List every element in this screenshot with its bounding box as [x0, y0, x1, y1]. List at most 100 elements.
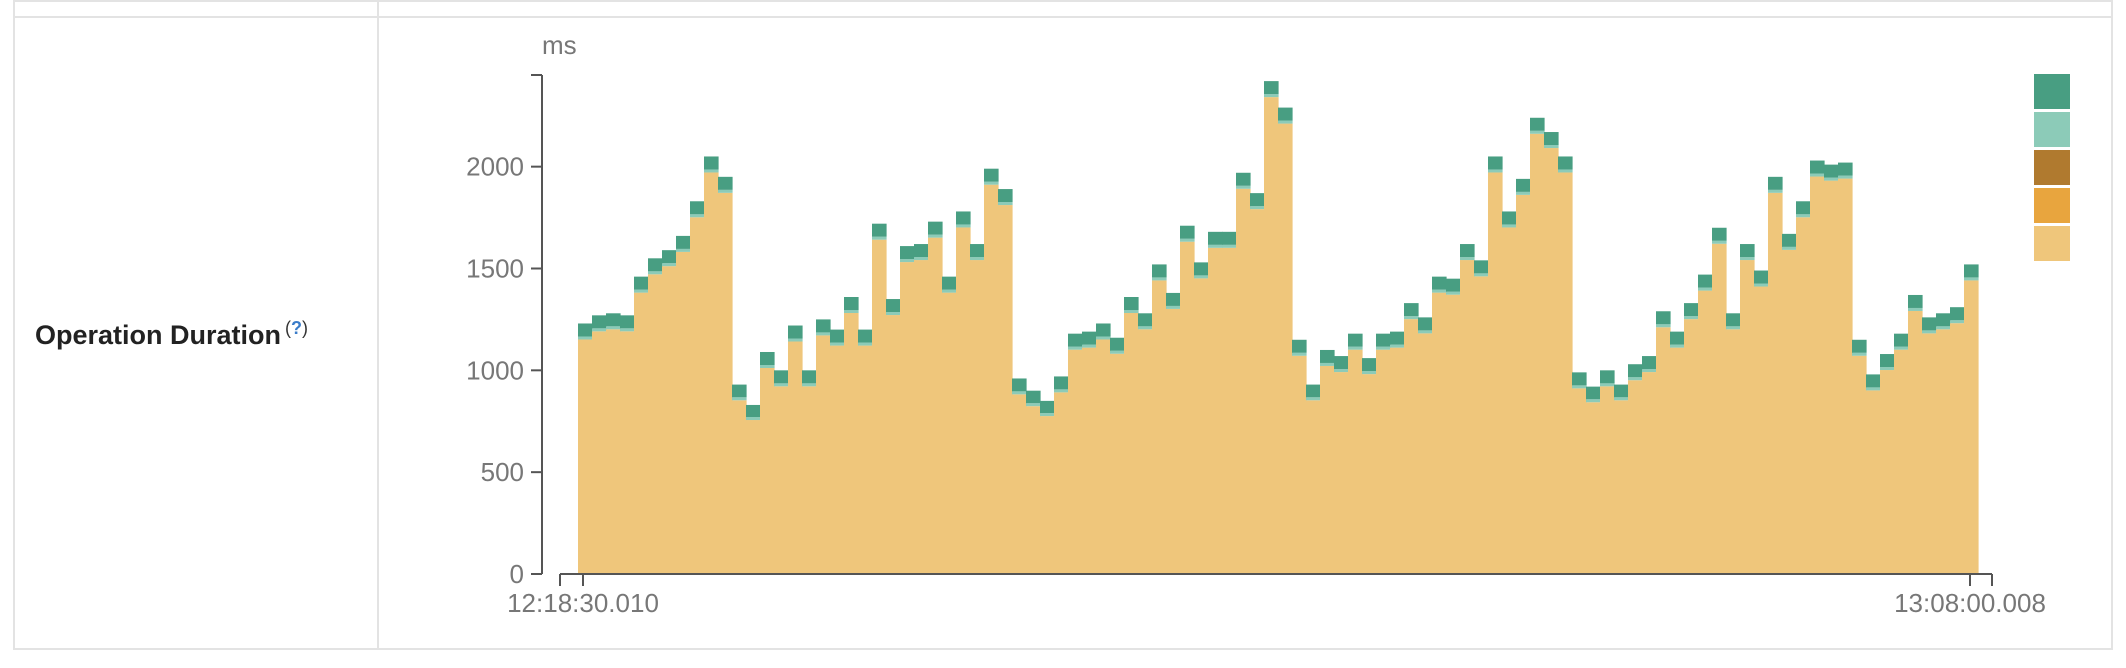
bar-top	[774, 370, 789, 384]
bar-mid	[1348, 346, 1363, 350]
bar-base	[816, 335, 831, 574]
bar-base	[1306, 400, 1321, 574]
bar-mid	[1936, 326, 1951, 330]
bar-mid	[1586, 399, 1601, 403]
bar-base	[1894, 349, 1909, 574]
bar-top	[1880, 354, 1895, 368]
bar-top	[648, 258, 663, 272]
bar-top	[1054, 376, 1069, 390]
bar-base	[1208, 247, 1223, 575]
bar-top	[1768, 176, 1783, 190]
bar-base	[1250, 209, 1265, 574]
bar-top	[1474, 260, 1489, 274]
bar-base	[1852, 355, 1867, 574]
bar-mid	[1222, 244, 1237, 248]
bar-base	[1334, 372, 1349, 574]
bar-base	[1278, 123, 1293, 574]
bar-top	[984, 168, 999, 182]
bar-mid	[620, 328, 635, 332]
top-row-edge	[15, 2, 2111, 18]
bar-mid	[592, 328, 607, 332]
bar-top	[1418, 317, 1433, 331]
bar-top	[578, 323, 593, 337]
bar-mid	[1082, 344, 1097, 348]
bar-base	[914, 260, 929, 574]
bar-top	[1964, 264, 1979, 278]
bar-top	[1796, 201, 1811, 215]
bar-mid	[1488, 169, 1503, 173]
y-tick-label: 1500	[466, 253, 524, 283]
bar-top	[634, 276, 649, 290]
bar-base	[1908, 310, 1923, 574]
bar-mid	[606, 326, 621, 330]
bar-mid	[1334, 369, 1349, 373]
bar-top	[690, 201, 705, 215]
bar-mid	[1292, 352, 1307, 356]
bar-mid	[1768, 189, 1783, 193]
bar-top	[1600, 370, 1615, 384]
bar-top	[1082, 331, 1097, 345]
bar-base	[1082, 347, 1097, 574]
bar-mid	[1054, 389, 1069, 393]
bar-mid	[1950, 320, 1965, 324]
bar-top	[1152, 264, 1167, 278]
bar-base	[1194, 278, 1209, 574]
bar-mid	[1852, 352, 1867, 356]
bar-base	[1012, 394, 1027, 574]
bar-top	[1852, 339, 1867, 353]
bar-base	[1796, 217, 1811, 574]
bar-mid	[1740, 257, 1755, 261]
bar-mid	[1838, 175, 1853, 179]
bar-mid	[718, 189, 733, 193]
bar-base	[606, 329, 621, 574]
bar-mid	[1698, 287, 1713, 291]
bar-top	[1292, 339, 1307, 353]
bar-base	[760, 367, 775, 574]
bar-mid	[1236, 185, 1251, 189]
bar-base	[1040, 416, 1055, 574]
bar-mid	[844, 310, 859, 314]
bar-base	[718, 192, 733, 574]
bar-mid	[1012, 391, 1027, 395]
legend	[2034, 74, 2070, 261]
bar-top	[1950, 307, 1965, 321]
bar-base	[942, 292, 957, 574]
bar-base	[1824, 180, 1839, 574]
bar-mid	[1446, 291, 1461, 295]
legend-swatch	[2034, 112, 2070, 147]
bar-base	[900, 262, 915, 574]
bar-mid	[1110, 350, 1125, 354]
axes-layer: 0 500 1000 1500 2000 12:18:30.010 13:08:00.008	[466, 74, 2046, 618]
bar-mid	[802, 383, 817, 387]
bar-mid	[1152, 277, 1167, 281]
label-cell: Operation Duration (?)	[15, 18, 377, 650]
bar-base	[746, 420, 761, 574]
bar-top	[1068, 333, 1083, 347]
bar-mid	[1880, 367, 1895, 371]
bar-top	[746, 404, 761, 418]
bar-mid	[830, 342, 845, 346]
bar-base	[1488, 172, 1503, 574]
bar-mid	[928, 234, 943, 238]
bar-top	[718, 176, 733, 190]
bar-base	[1670, 347, 1685, 574]
bar-base	[1152, 280, 1167, 574]
bar-top	[1502, 211, 1517, 225]
bar-base	[970, 260, 985, 574]
bar-base	[620, 331, 635, 574]
help-marker[interactable]: ?	[291, 317, 303, 338]
bar-top	[704, 156, 719, 170]
bar-mid	[690, 214, 705, 218]
bar-top	[1124, 297, 1139, 311]
bar-base	[1544, 148, 1559, 574]
metric-label: Operation Duration (?)	[35, 318, 308, 351]
bar-base	[1964, 280, 1979, 574]
bar-top	[1208, 231, 1223, 245]
bar-top	[844, 297, 859, 311]
help-icon[interactable]: (?)	[285, 317, 309, 338]
bar-base	[704, 172, 719, 574]
bar-mid	[970, 257, 985, 261]
bar-top	[1320, 349, 1335, 363]
bar-mid	[788, 338, 803, 342]
bar-base	[1922, 333, 1937, 574]
